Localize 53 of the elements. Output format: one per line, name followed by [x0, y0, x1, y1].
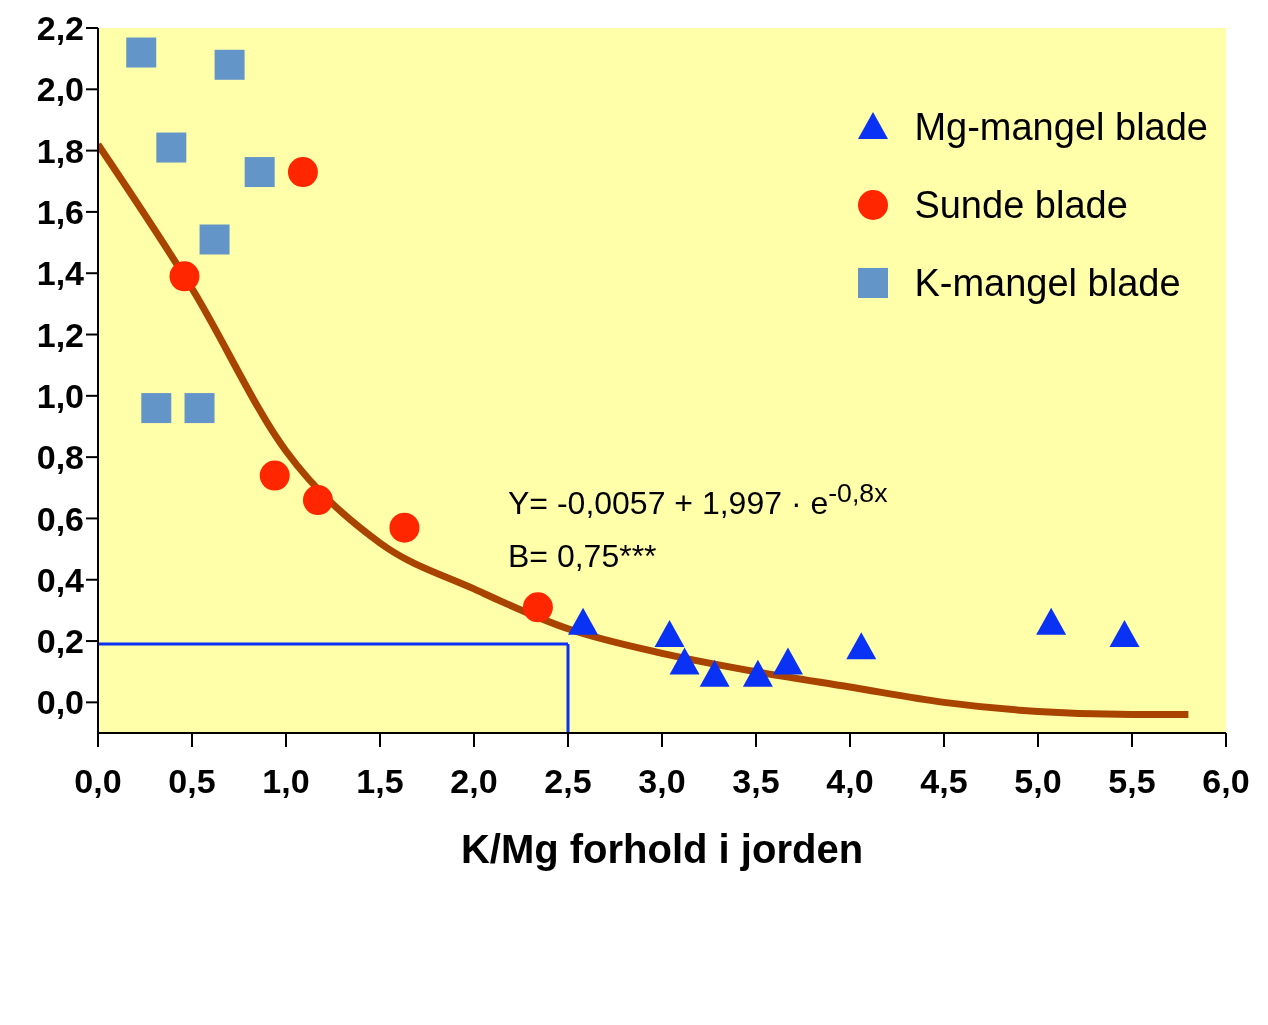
x-tick-label: 0,0 — [74, 762, 122, 801]
point — [156, 132, 187, 163]
x-tick-label: 5,5 — [1108, 762, 1156, 801]
point — [772, 647, 803, 675]
point — [699, 659, 730, 687]
legend-label: K-mangel blade — [914, 261, 1181, 305]
y-tick-label: 1,4 — [36, 254, 85, 293]
x-axis-title: K/Mg forhold i jorden — [460, 827, 864, 871]
y-tick-label: 0,0 — [36, 683, 84, 722]
point — [169, 261, 200, 292]
y-tick-label: 1,0 — [36, 376, 84, 415]
annotation: B= 0,75*** — [508, 538, 657, 575]
point — [214, 49, 245, 80]
y-tick-label: 0,4 — [36, 560, 85, 599]
point — [259, 460, 290, 491]
annotation: Y= -0,0057 + 1,997 · e$^{-0,8x}$ — [508, 478, 888, 522]
point — [742, 659, 773, 687]
x-tick-label: 3,0 — [638, 762, 686, 801]
y-tick-label: 0,2 — [36, 622, 84, 661]
point — [199, 224, 230, 255]
y-tick-label: 1,8 — [36, 131, 84, 170]
point — [568, 607, 599, 635]
y-tick-label: 2,0 — [36, 70, 84, 109]
x-tick-label: 1,0 — [262, 762, 310, 801]
legend-label: Mg-mangel blade — [914, 105, 1208, 149]
point — [389, 512, 420, 543]
x-tick-label: 1,5 — [356, 762, 404, 801]
point — [302, 485, 333, 516]
x-tick-label: 4,5 — [920, 762, 968, 801]
y-tick-label: 1,2 — [36, 315, 84, 354]
x-tick-label: 6,0 — [1202, 762, 1250, 801]
y-tick-label: 0,6 — [36, 499, 84, 538]
point — [244, 157, 275, 188]
point — [141, 393, 172, 424]
x-tick-label: 2,0 — [450, 762, 498, 801]
y-tick-label: 0,8 — [36, 438, 84, 477]
legend-label: Sunde blade — [914, 183, 1128, 227]
x-tick-label: 2,5 — [544, 762, 592, 801]
point — [126, 37, 157, 68]
point — [669, 647, 700, 675]
y-tick-label: 2,2 — [36, 9, 84, 48]
x-tick-label: 0,5 — [168, 762, 216, 801]
x-tick-label: 3,5 — [732, 762, 780, 801]
x-tick-label: 4,0 — [826, 762, 874, 801]
point — [287, 157, 318, 188]
point — [522, 592, 553, 623]
point — [1036, 607, 1067, 635]
x-tick-label: 5,0 — [1014, 762, 1062, 801]
point — [1109, 619, 1140, 647]
y-tick-label: 1,6 — [36, 192, 84, 231]
point — [654, 619, 685, 647]
point — [184, 393, 215, 424]
point — [846, 632, 877, 660]
